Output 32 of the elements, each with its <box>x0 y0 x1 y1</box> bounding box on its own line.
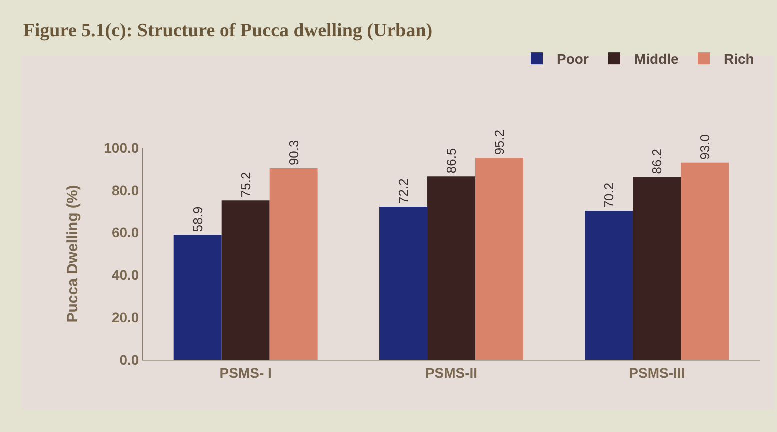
y-tick-label: 40.0 <box>112 267 140 284</box>
legend-label: Rich <box>724 51 754 68</box>
chart-title: Figure 5.1(c): Structure of Pucca dwelling (Urban) <box>23 20 433 42</box>
x-tick-label: PSMS- I <box>220 364 272 381</box>
bar <box>174 235 222 360</box>
data-label: 58.9 <box>190 206 206 232</box>
data-label: 86.5 <box>444 148 459 174</box>
data-label: 75.2 <box>238 172 254 198</box>
data-label: 86.2 <box>650 148 665 174</box>
x-tick-label: PSMS-III <box>629 364 686 381</box>
legend-label: Middle <box>634 51 679 68</box>
data-label: 72.2 <box>396 178 412 204</box>
bar <box>222 200 270 360</box>
bar <box>681 162 730 360</box>
data-label: 95.2 <box>492 130 507 156</box>
y-axis-title: Pucca Dwelling (%) <box>64 185 82 323</box>
bar <box>270 168 318 360</box>
data-label: 90.3 <box>286 140 302 166</box>
data-label: 93.0 <box>698 134 713 160</box>
x-tick-label: PSMS-II <box>425 364 478 381</box>
legend-label: Poor <box>557 51 590 68</box>
y-tick-label: 0.0 <box>120 352 140 368</box>
bar <box>428 176 476 360</box>
bar <box>585 211 634 360</box>
y-tick-label: 20.0 <box>112 310 140 326</box>
bar <box>475 158 524 360</box>
y-tick-label: 100.0 <box>104 140 140 156</box>
data-label: 70.2 <box>602 182 617 208</box>
y-tick-label: 60.0 <box>112 224 140 241</box>
bar <box>380 206 428 360</box>
y-tick-label: 80.0 <box>112 182 140 198</box>
bar <box>633 177 682 360</box>
